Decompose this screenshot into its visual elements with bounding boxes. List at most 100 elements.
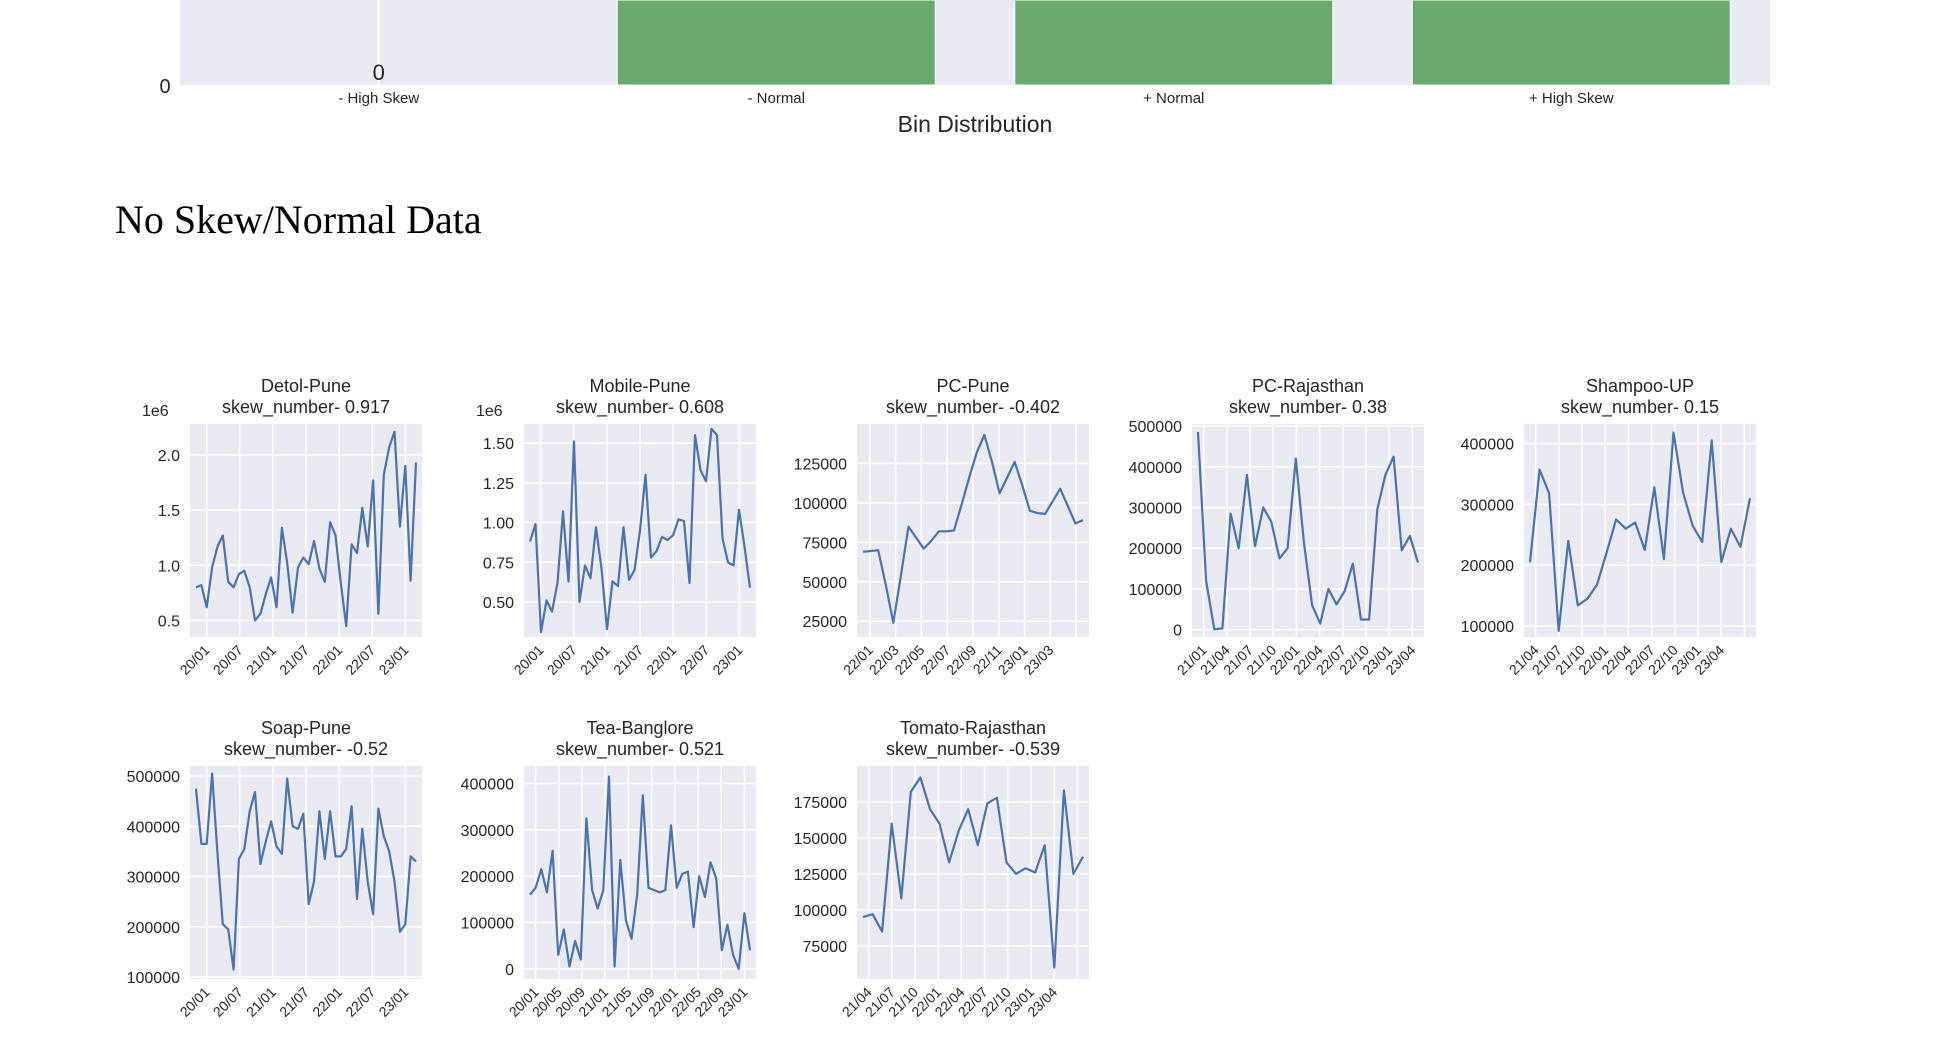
tick-label: 22/01 — [309, 984, 345, 1020]
series-line — [1528, 431, 1752, 633]
tick-label: 21/07 — [276, 642, 312, 678]
tick-label: 2.0 — [158, 448, 180, 465]
tick-label: 75000 — [803, 939, 848, 956]
tick-label: 22/07 — [676, 642, 712, 678]
tick-label: 20/01 — [511, 642, 547, 678]
series-line — [1196, 432, 1420, 631]
series-line — [862, 776, 1084, 969]
tea-banglore-chart: 010000020000030000040000020/0120/0520/09… — [461, 718, 756, 1020]
pc-pune-chart: 25000500007500010000012500022/0122/0322/… — [794, 376, 1089, 678]
tick-label: 25000 — [803, 614, 848, 631]
tick-label: 50000 — [803, 575, 848, 592]
tick-label: 400000 — [461, 777, 514, 794]
tick-label: 100000 — [461, 916, 514, 933]
chart-title: Tea-Banglore — [586, 718, 693, 738]
tick-label: 200000 — [1129, 541, 1182, 558]
tick-label: 125000 — [794, 456, 847, 473]
tick-label: 100000 — [127, 970, 180, 987]
data-label: 0 — [373, 60, 385, 85]
tick-label: 22/01 — [643, 642, 679, 678]
chart-title: Detol-Pune — [261, 376, 351, 396]
tick-label: 300000 — [461, 823, 514, 840]
chart-subtitle: skew_number- 0.917 — [222, 397, 390, 418]
tick-label: 22/01 — [309, 642, 345, 678]
axis-offset-label: 1e6 — [142, 403, 169, 420]
tick-label: 20/07 — [544, 642, 580, 678]
tick-label: - Normal — [747, 90, 805, 107]
tick-label: 21/01 — [243, 642, 279, 678]
section-heading: No Skew/Normal Data — [115, 197, 482, 242]
tick-label: 300000 — [1461, 497, 1514, 514]
chart-title: Tomato-Rajasthan — [900, 718, 1046, 738]
tick-label: 500000 — [1129, 419, 1182, 436]
chart-title: Shampoo-UP — [1586, 376, 1694, 396]
tick-label: 22/07 — [342, 984, 378, 1020]
tick-label: 125000 — [794, 867, 847, 884]
tick-label: + Normal — [1143, 90, 1204, 107]
tick-label: 100000 — [1129, 582, 1182, 599]
chart-subtitle: skew_number- 0.608 — [556, 397, 724, 418]
tick-label: 1.25 — [483, 476, 514, 493]
series-line — [528, 427, 752, 634]
pc-rajasthan-chart: 010000020000030000040000050000021/0121/0… — [1129, 376, 1424, 678]
tick-label: 21/01 — [243, 984, 279, 1020]
tick-label: + High Skew — [1529, 90, 1614, 107]
tick-label: 100000 — [1461, 619, 1514, 636]
tick-label: 0.50 — [483, 595, 514, 612]
tick-label: 200000 — [1461, 558, 1514, 575]
chart-subtitle: skew_number- 0.15 — [1561, 397, 1719, 418]
plot-area — [524, 766, 756, 979]
tick-label: 23/01 — [709, 642, 745, 678]
tick-label: 20/07 — [210, 642, 246, 678]
tick-label: 75000 — [803, 535, 848, 552]
axis-offset-label: 1e6 — [476, 403, 503, 420]
tick-label: 150000 — [794, 831, 847, 848]
axis-label: Bin Distribution — [898, 111, 1053, 137]
tick-label: 0 — [159, 76, 170, 98]
plot-area — [1192, 424, 1424, 637]
series-line — [195, 430, 418, 628]
tick-label: 300000 — [1129, 500, 1182, 517]
tick-label: 400000 — [1461, 436, 1514, 453]
series-line — [862, 433, 1084, 624]
tick-label: 22/07 — [342, 642, 378, 678]
bar — [1411, 0, 1731, 86]
tick-label: 0 — [505, 962, 514, 979]
series-line — [194, 772, 417, 971]
tick-label: 21/07 — [610, 642, 646, 678]
tick-label: 1.50 — [483, 436, 514, 453]
tick-label: 23/03 — [1020, 642, 1056, 678]
bar — [1014, 0, 1334, 86]
tick-label: 500000 — [127, 769, 180, 786]
tomato-rajasthan-chart: 7500010000012500015000017500021/0421/072… — [794, 718, 1089, 1020]
detol-pune-chart: 0.5 1.0 1.5 2.0 20/0120/0721/0121/0722/0122/… — [142, 376, 422, 678]
chart-subtitle: skew_number- 0.521 — [556, 739, 724, 760]
chart-subtitle: skew_number- -0.539 — [886, 739, 1060, 760]
tick-label: - High Skew — [338, 90, 419, 107]
tick-label: 20/07 — [210, 984, 246, 1020]
chart-subtitle: skew_number- -0.52 — [224, 739, 388, 760]
bar — [616, 0, 936, 86]
tick-label: 175000 — [794, 795, 847, 812]
tick-label: 1.00 — [483, 516, 514, 533]
chart-title: PC-Pune — [936, 376, 1009, 396]
tick-label: 23/01 — [375, 642, 411, 678]
soap-pune-chart: 100000 200000 300000 400000 500000 20/0120/07… — [127, 718, 422, 1020]
chart-title: Mobile-Pune — [589, 376, 690, 396]
tick-label: 300000 — [127, 870, 180, 887]
tick-label: 1.5 — [158, 503, 180, 520]
bin-distribution-chart: - High Skew 0 - Normal + Normal + High Skew 0… — [159, 0, 1770, 137]
tick-label: 100000 — [794, 496, 847, 513]
tick-label: 23/01 — [375, 984, 411, 1020]
tick-label: 0.75 — [483, 555, 514, 572]
tick-label: 0.5 — [158, 613, 180, 630]
chart-subtitle: skew_number- 0.38 — [1229, 397, 1387, 418]
tick-label: 21/07 — [276, 984, 312, 1020]
tick-label: 400000 — [1129, 460, 1182, 477]
tick-label: 22/09 — [943, 642, 979, 678]
tick-label: 200000 — [461, 869, 514, 886]
chart-title: Soap-Pune — [261, 718, 351, 738]
chart-subtitle: skew_number- -0.402 — [886, 397, 1060, 418]
mobile-pune-chart: 0.50 0.75 1.00 1.25 1.50 20/0120/0721/0121/07… — [476, 376, 756, 678]
